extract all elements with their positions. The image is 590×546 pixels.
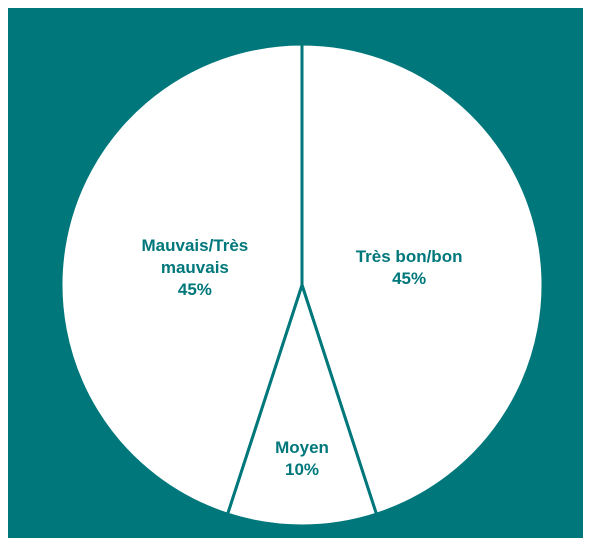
value-label: 45% (177, 280, 212, 300)
category-label: Mauvais/Très mauvais (141, 236, 249, 278)
slice-label: Très bon/bon 45% (354, 246, 464, 290)
category-label: Très bon/bon (355, 247, 463, 267)
value-label: 45% (392, 269, 427, 289)
pie-slice (59, 42, 304, 516)
pie-slice (226, 283, 378, 528)
value-label: 10% (284, 459, 320, 479)
slice-label: Moyen 10% (247, 437, 357, 481)
category-label: Moyen (275, 437, 329, 457)
pie-slice (300, 42, 545, 516)
slice-label: Mauvais/Très mauvais 45% (140, 235, 250, 301)
